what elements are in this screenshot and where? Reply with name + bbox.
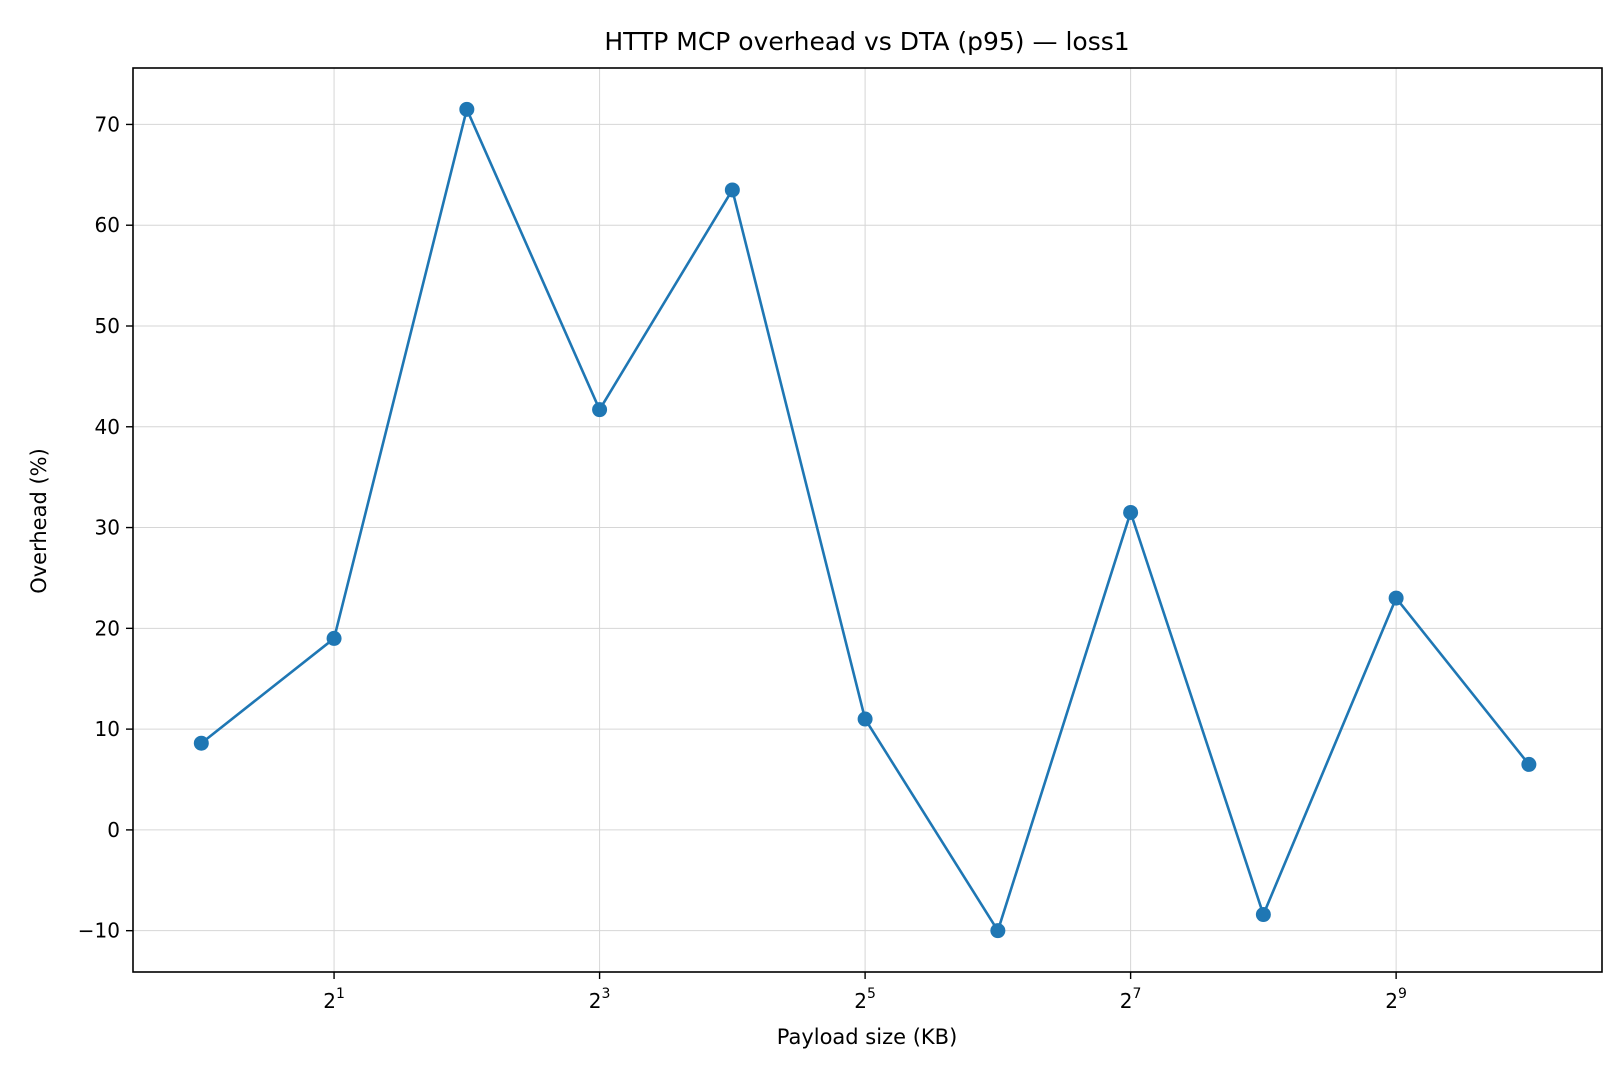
x-tick-exponent: 7 — [1133, 986, 1142, 1002]
data-point — [1123, 504, 1139, 520]
x-tick-exponent: 1 — [336, 986, 345, 1002]
data-point — [326, 630, 342, 646]
x-tick-label: 27 — [1120, 986, 1142, 1013]
x-tick-exponent: 3 — [601, 986, 610, 1002]
data-point — [592, 402, 608, 418]
chart-title: HTTP MCP overhead vs DTA (p95) — loss1 — [604, 27, 1129, 56]
plot-frame — [132, 67, 1603, 973]
x-tick-base: 2 — [1120, 989, 1133, 1013]
data-point — [1521, 756, 1537, 772]
y-tick-label: 60 — [95, 213, 120, 237]
y-tick-label: 50 — [95, 314, 120, 338]
x-tick-exponent: 9 — [1398, 986, 1407, 1002]
y-tick-label: −10 — [78, 919, 120, 943]
series-layer — [193, 101, 1537, 939]
data-point — [459, 101, 475, 117]
data-point — [990, 923, 1006, 939]
y-tick-label: 30 — [95, 516, 120, 540]
x-tick-label: 29 — [1385, 986, 1407, 1013]
y-tick-label: 10 — [95, 717, 120, 741]
y-axis-label: Overhead (%) — [27, 448, 51, 594]
x-tick-exponent: 5 — [867, 986, 876, 1002]
y-tick-label: 70 — [95, 112, 120, 136]
data-point — [1255, 907, 1271, 923]
data-point — [193, 735, 209, 751]
x-tick-base: 2 — [589, 989, 602, 1013]
x-tick-label: 21 — [323, 986, 345, 1013]
x-tick-base: 2 — [323, 989, 336, 1013]
x-tick-label: 25 — [854, 986, 876, 1013]
x-axis-label: Payload size (KB) — [777, 1025, 958, 1049]
y-tick-label: 40 — [95, 415, 120, 439]
x-tick-base: 2 — [854, 989, 867, 1013]
data-point — [724, 182, 740, 198]
grid-lines — [133, 68, 1602, 972]
y-tick-label: 0 — [107, 818, 120, 842]
x-tick-label: 23 — [589, 986, 611, 1013]
y-tick-label: 20 — [95, 616, 120, 640]
data-point — [1388, 590, 1404, 606]
x-tick-base: 2 — [1385, 989, 1398, 1013]
data-point — [857, 711, 873, 727]
